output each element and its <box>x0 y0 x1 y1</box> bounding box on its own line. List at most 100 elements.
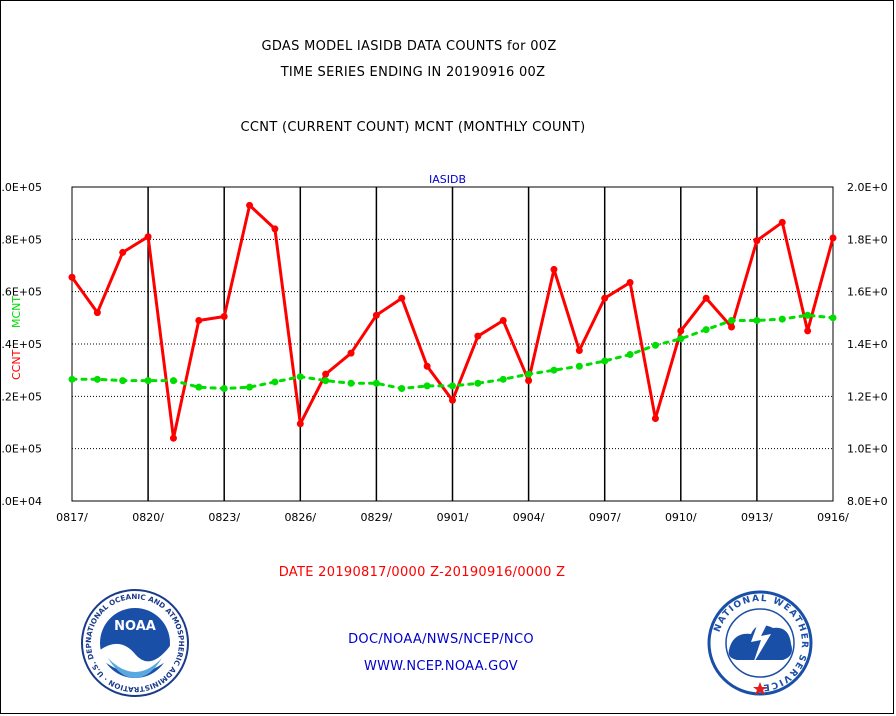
mcnt-point <box>778 315 786 323</box>
left-ytick-label: .0E+05 <box>1 181 42 194</box>
xtick-label: 0823/ <box>208 511 240 524</box>
nws-logo: NATIONAL WEATHER SERVICE <box>707 590 813 696</box>
ccnt-point <box>702 294 710 302</box>
xtick-label: 0904/ <box>513 511 545 524</box>
xtick-label: 0907/ <box>589 511 621 524</box>
mcnt-point <box>601 357 609 365</box>
mcnt-point <box>296 373 304 381</box>
mcnt-point <box>550 366 558 374</box>
mcnt-point <box>423 382 431 390</box>
mcnt-point <box>271 378 279 386</box>
mcnt-point <box>246 383 254 391</box>
date-range-label: DATE 20190817/0000 Z-20190916/0000 Z <box>278 565 566 580</box>
ccnt-point <box>753 237 761 245</box>
mcnt-point <box>474 379 482 387</box>
right-ytick-label: 1.4E+0 <box>847 338 888 351</box>
ccnt-point <box>728 323 736 331</box>
left-ytick-label: .2E+05 <box>1 390 42 403</box>
ccnt-point <box>246 201 254 209</box>
ccnt-point <box>677 327 685 335</box>
mcnt-point <box>829 314 837 322</box>
left-ytick-label: .0E+05 <box>1 443 42 456</box>
mcnt-point <box>449 382 456 390</box>
ccnt-point <box>804 327 812 335</box>
mcnt-point <box>702 326 710 334</box>
mcnt-point <box>195 383 203 391</box>
right-ytick-label: 2.0E+0 <box>847 181 888 194</box>
ccnt-point <box>169 434 177 442</box>
ccnt-point <box>525 377 533 385</box>
right-ytick-label: 1.6E+0 <box>847 286 888 299</box>
mcnt-point <box>728 316 736 324</box>
mcnt-point <box>372 379 380 387</box>
ccnt-point <box>499 316 507 324</box>
ccnt-point <box>372 311 380 319</box>
ccnt-point <box>449 396 456 404</box>
ccnt-point <box>601 294 609 302</box>
mcnt-point <box>677 335 685 343</box>
mcnt-point <box>753 316 761 324</box>
ccnt-point <box>778 218 786 226</box>
left-ytick-label: .8E+05 <box>1 233 42 246</box>
ccnt-point <box>220 313 228 321</box>
mcnt-point <box>93 375 101 383</box>
org-line: DOC/NOAA/NWS/NCEP/NCO <box>348 632 534 647</box>
ccnt-point <box>68 273 76 281</box>
ccnt-point <box>829 234 837 242</box>
mcnt-point <box>220 384 228 392</box>
mcnt-point <box>322 377 330 385</box>
left-ytick-label: .6E+05 <box>1 286 42 299</box>
mcnt-point <box>499 375 507 383</box>
mcnt-point <box>119 377 127 385</box>
chart-title-line2: TIME SERIES ENDING IN 20190916 00Z <box>280 65 546 80</box>
mcnt-axis-label: MCNT <box>10 296 23 328</box>
url-link[interactable]: WWW.NCEP.NOAA.GOV <box>363 659 519 674</box>
right-ytick-label: 1.8E+0 <box>847 233 888 246</box>
noaa-logo: NATIONAL OCEANIC AND ATMOSPHERIC ADMINIS… <box>80 588 189 697</box>
mcnt-point <box>804 311 812 319</box>
ccnt-point <box>423 362 431 370</box>
mcnt-point <box>525 370 533 378</box>
plot-label: IASIDB <box>429 173 466 186</box>
ccnt-point <box>474 332 482 340</box>
right-ytick-label: 1.2E+0 <box>847 390 888 403</box>
ccnt-point <box>575 347 583 355</box>
ccnt-point <box>93 309 101 317</box>
mcnt-point <box>347 379 355 387</box>
xtick-label: 0826/ <box>284 511 316 524</box>
left-ytick-label: .4E+05 <box>1 338 42 351</box>
ccnt-point <box>398 294 406 302</box>
xtick-label: 0829/ <box>361 511 393 524</box>
ccnt-point <box>119 248 127 256</box>
ccnt-axis-label: CCNT <box>10 349 23 380</box>
ccnt-point <box>296 420 304 428</box>
ccnt-point <box>195 316 203 324</box>
ccnt-point <box>271 225 279 233</box>
xtick-label: 0910/ <box>665 511 697 524</box>
mcnt-point <box>626 350 634 358</box>
noaa-logo-text: NOAA <box>114 619 156 634</box>
mcnt-point <box>398 384 406 392</box>
ccnt-point <box>550 265 558 273</box>
chart-title-line3: CCNT (CURRENT COUNT) MCNT (MONTHLY COUNT… <box>240 120 586 135</box>
xtick-label: 0913/ <box>741 511 773 524</box>
chart-title-line1: GDAS MODEL IASIDB DATA COUNTS for 00Z <box>261 39 557 54</box>
ccnt-point <box>322 370 330 378</box>
mcnt-point <box>144 377 152 385</box>
right-ytick-label: 8.0E+0 <box>847 495 888 508</box>
mcnt-point <box>575 362 583 370</box>
ccnt-point <box>347 349 355 357</box>
xtick-label: 0820/ <box>132 511 164 524</box>
xtick-label: 0817/ <box>56 511 88 524</box>
xtick-label: 0916/ <box>817 511 849 524</box>
right-ytick-label: 1.0E+0 <box>847 443 888 456</box>
mcnt-point <box>169 377 177 385</box>
mcnt-point <box>68 375 76 383</box>
mcnt-point <box>651 341 659 349</box>
ccnt-point <box>651 415 659 423</box>
ccnt-point <box>144 233 152 241</box>
ccnt-point <box>626 279 634 287</box>
left-ytick-label: .0E+04 <box>1 495 42 508</box>
